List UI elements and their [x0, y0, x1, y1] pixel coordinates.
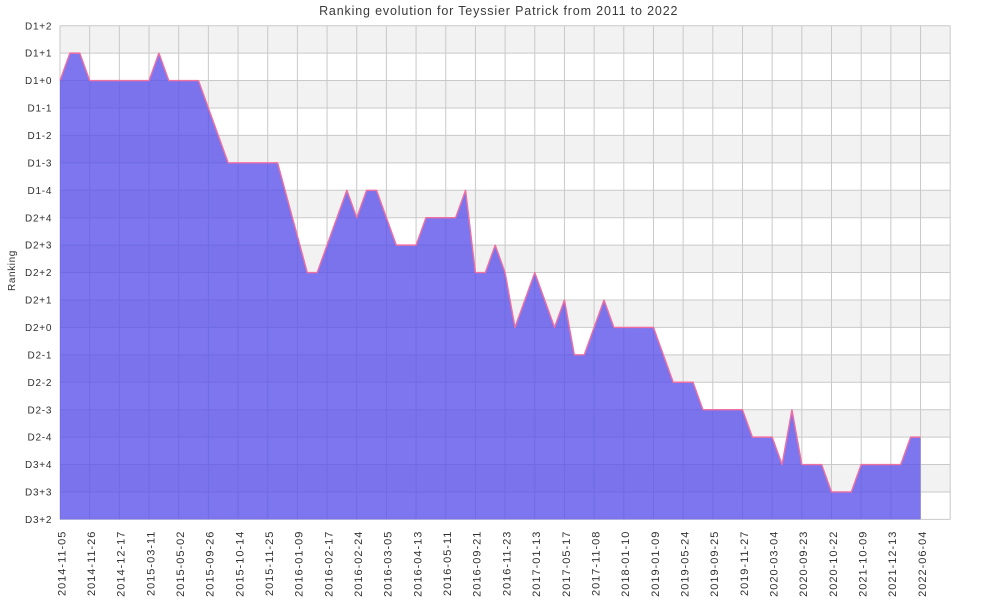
svg-text:2015-11-25: 2015-11-25 [264, 531, 276, 596]
svg-text:2016-11-23: 2016-11-23 [501, 531, 513, 596]
svg-text:2014-11-26: 2014-11-26 [86, 531, 98, 596]
svg-text:2016-01-09: 2016-01-09 [294, 531, 306, 597]
svg-text:2019-09-25: 2019-09-25 [709, 531, 721, 597]
svg-text:2019-01-09: 2019-01-09 [650, 531, 662, 597]
svg-text:D1+1: D1+1 [25, 49, 52, 60]
svg-text:Ranking evolution for Teyssier: Ranking evolution for Teyssier Patrick f… [319, 4, 678, 18]
svg-text:D1-3: D1-3 [28, 158, 53, 169]
svg-text:2016-04-13: 2016-04-13 [412, 531, 424, 597]
svg-text:D2-2: D2-2 [28, 378, 53, 389]
svg-text:2015-03-11: 2015-03-11 [145, 531, 157, 596]
svg-text:2015-09-26: 2015-09-26 [205, 531, 217, 597]
svg-text:2020-03-04: 2020-03-04 [768, 531, 780, 597]
svg-text:D2+2: D2+2 [25, 268, 52, 279]
svg-text:2015-05-02: 2015-05-02 [175, 531, 187, 597]
svg-text:2015-10-14: 2015-10-14 [234, 531, 246, 597]
svg-text:2016-09-21: 2016-09-21 [472, 531, 484, 597]
svg-text:2020-09-23: 2020-09-23 [798, 531, 810, 597]
svg-text:D2+4: D2+4 [25, 213, 52, 224]
svg-text:2021-12-13: 2021-12-13 [887, 531, 899, 597]
svg-text:2018-01-10: 2018-01-10 [620, 531, 632, 597]
svg-text:D2+1: D2+1 [25, 296, 52, 307]
svg-text:D2-1: D2-1 [28, 350, 53, 361]
svg-text:2016-02-24: 2016-02-24 [353, 531, 365, 597]
svg-text:D1-4: D1-4 [28, 186, 53, 197]
svg-text:2017-11-08: 2017-11-08 [590, 531, 602, 596]
svg-text:D2-4: D2-4 [28, 433, 53, 444]
svg-text:2020-10-22: 2020-10-22 [828, 531, 840, 597]
svg-text:D1-2: D1-2 [28, 131, 53, 142]
svg-text:D1+2: D1+2 [25, 21, 52, 32]
svg-text:D3+3: D3+3 [25, 488, 52, 499]
svg-text:2016-05-11: 2016-05-11 [442, 531, 454, 596]
svg-text:2022-06-04: 2022-06-04 [917, 531, 929, 597]
svg-text:D3+4: D3+4 [25, 460, 52, 471]
svg-text:D2+3: D2+3 [25, 241, 52, 252]
svg-text:2016-02-17: 2016-02-17 [323, 531, 335, 597]
svg-text:2014-11-05: 2014-11-05 [56, 531, 68, 596]
svg-text:2017-01-13: 2017-01-13 [531, 531, 543, 597]
svg-text:2021-10-09: 2021-10-09 [857, 531, 869, 597]
svg-text:2016-03-05: 2016-03-05 [383, 531, 395, 597]
svg-text:D1+0: D1+0 [25, 76, 52, 87]
svg-text:D1-1: D1-1 [28, 104, 53, 115]
svg-text:2019-05-24: 2019-05-24 [679, 531, 691, 597]
svg-text:2019-11-27: 2019-11-27 [739, 531, 751, 596]
svg-text:2017-05-17: 2017-05-17 [561, 531, 573, 597]
svg-text:2014-12-17: 2014-12-17 [116, 531, 128, 597]
svg-text:D3+2: D3+2 [25, 515, 52, 526]
svg-text:D2+0: D2+0 [25, 323, 52, 334]
svg-text:D2-3: D2-3 [28, 405, 53, 416]
svg-text:Ranking: Ranking [7, 250, 18, 291]
